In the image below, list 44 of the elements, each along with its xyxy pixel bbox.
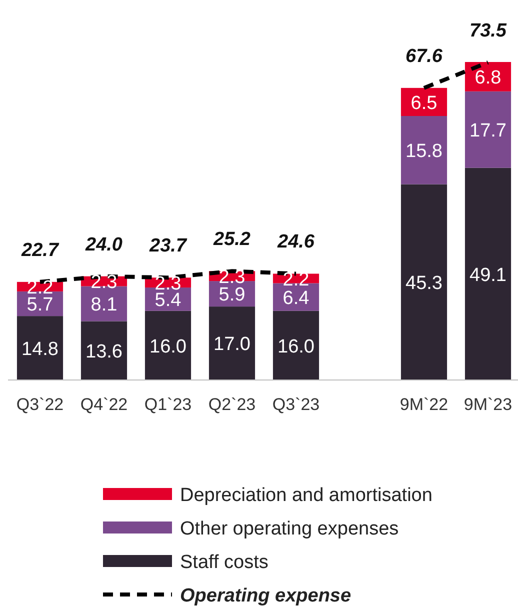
data-label: 5.7 xyxy=(26,294,54,316)
data-label: 45.3 xyxy=(406,272,442,294)
x-tick-label: Q1`23 xyxy=(144,395,192,414)
legend-label: Depreciation and amortisation xyxy=(180,484,432,506)
legend-label: Other operating expenses xyxy=(180,518,399,540)
data-label: 67.6 xyxy=(406,46,443,67)
bar xyxy=(400,116,448,184)
data-label: 5.9 xyxy=(218,284,246,306)
bar xyxy=(208,306,256,380)
data-label: 17.7 xyxy=(470,120,506,142)
data-label: 14.8 xyxy=(22,338,58,360)
data-label: 17.0 xyxy=(214,334,250,356)
bar xyxy=(400,184,448,380)
bar xyxy=(272,310,320,380)
bar xyxy=(464,91,512,168)
data-label: 22.7 xyxy=(20,240,60,261)
x-tick-label: Q4`22 xyxy=(80,395,128,414)
data-label: 25.2 xyxy=(212,229,251,250)
data-label: 16.0 xyxy=(278,336,314,358)
data-label: 6.5 xyxy=(410,92,438,114)
x-tick-label: 9M`22 xyxy=(400,395,448,414)
bar xyxy=(144,310,192,380)
x-tick-label: 9M`23 xyxy=(464,395,512,414)
data-label: 24.6 xyxy=(276,232,315,253)
data-label: 13.6 xyxy=(86,341,122,362)
data-label: 49.1 xyxy=(470,264,506,286)
data-label: 23.7 xyxy=(148,236,188,257)
data-label: 16.0 xyxy=(150,336,186,358)
legend-label: Staff costs xyxy=(180,552,268,573)
bar xyxy=(16,316,64,380)
legend-label: Operating expense xyxy=(180,585,352,606)
data-label: 8.1 xyxy=(90,294,118,316)
bar xyxy=(80,321,128,380)
x-tick-label: Q3`23 xyxy=(272,395,320,414)
data-label: 2.3 xyxy=(90,272,118,294)
data-label: 15.8 xyxy=(406,140,442,162)
data-label: 24.0 xyxy=(84,234,123,256)
x-tick-label: Q2`23 xyxy=(208,395,256,414)
data-label: 73.5 xyxy=(470,20,507,42)
data-label: 6.8 xyxy=(474,68,502,89)
data-label: 5.4 xyxy=(154,290,182,312)
bar xyxy=(464,168,512,380)
x-tick-label: Q3`22 xyxy=(16,395,64,414)
data-label: 6.4 xyxy=(282,288,310,309)
